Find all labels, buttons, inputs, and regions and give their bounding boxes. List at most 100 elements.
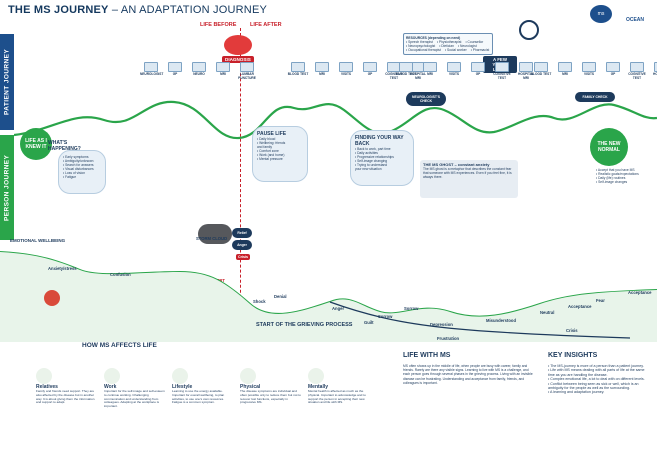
emotion-point: Sorrow [378, 314, 393, 319]
stage-item: GP [467, 62, 489, 80]
stage-icon [423, 62, 437, 72]
emotion-point: Depression [430, 322, 453, 327]
stage-item: GP [602, 62, 624, 80]
relatives-icon [36, 368, 52, 384]
stage-caption: GP [610, 72, 616, 76]
emotion-point: Shock [253, 299, 266, 304]
stage-icon [447, 62, 461, 72]
stage-item: MRI [554, 62, 576, 80]
stage-caption: COGNITIVE TEST [385, 72, 403, 80]
stage-caption: HOSPITAL MRI [410, 72, 426, 80]
emotion-point: Denial [274, 294, 287, 299]
lifestyle-icon [172, 368, 188, 384]
stage-group-3: BLOOD TEST MRI VISITS GP COGNITIVE TEST HOSPI… [395, 62, 537, 80]
stage-caption: GP [475, 72, 481, 76]
stage-icon [630, 62, 644, 72]
stage-caption: BLOOD TEST [395, 72, 417, 76]
stage-caption: VISITS [583, 72, 595, 76]
ms-logo: ms [590, 5, 612, 23]
emotion-point: Misunderstood [486, 318, 517, 323]
patient-journey-line [14, 100, 657, 140]
storm-cloud-label: STORM CLOUD [196, 236, 228, 241]
physical-icon [240, 368, 256, 384]
stage-icon [240, 62, 254, 72]
stage-caption: MRI [427, 72, 433, 76]
new-normal-list: • Accept that you have MS • Realistic go… [596, 168, 639, 184]
emotion-point: Acceptance [628, 290, 652, 295]
how-ms-affects-title: HOW MS AFFECTS LIFE [82, 342, 157, 349]
stage-icon [606, 62, 620, 72]
start-grieving-label: START OF THE GRIEVING PROCESS [256, 322, 353, 328]
new-normal-bubble: THE NEW NORMAL [590, 128, 628, 166]
physical-column: Physical The disease symptoms are indivi… [240, 368, 302, 405]
stage-icon [399, 62, 413, 72]
stage-icon [495, 62, 509, 72]
patient-journey-band: PATIENT JOURNEY [0, 34, 14, 130]
whats-happening-block: WHAT'S HAPPENING? [48, 140, 81, 152]
stage-item: GP [164, 62, 186, 80]
stage-item: VISITS [443, 62, 465, 80]
stage-icon [144, 62, 158, 72]
person-head [44, 290, 60, 306]
whats-happening-cloud: • Early symptoms • Ambiguity/unknown • S… [58, 150, 106, 194]
life-with-ms-text: MS often shows up in the middle of life,… [403, 364, 533, 385]
person-journey-band: PERSON JOURNEY [0, 135, 14, 240]
stage-caption: COGNITIVE TEST [493, 72, 511, 80]
mental-icon [308, 368, 324, 384]
emotion-point: Guilt [364, 320, 374, 325]
stage-caption: COGNITIVE TEST [628, 72, 646, 80]
ocean-logo: OCEAN [625, 17, 645, 23]
stage-item: HOSPITAL MRI [650, 62, 657, 80]
diagnosis-label: DIAGNOSIS [222, 56, 254, 63]
stage-caption: NEURO [193, 72, 205, 76]
stage-item: BLOOD TEST [287, 62, 309, 80]
emotion-point: Neutral [540, 310, 555, 315]
emotional-wellbeing-curve [0, 251, 657, 342]
stage-caption: LUMBAR PUNCTURE [238, 72, 256, 80]
relatives-column: Relatives Family and friends need suppor… [36, 368, 98, 405]
stage-item: MRI [311, 62, 333, 80]
stage-item: GP [359, 62, 381, 80]
life-after-label: LIFE AFTER [250, 22, 282, 28]
stage-group-4: BLOOD TEST MRI VISITS GP COGNITIVE TEST HOSPI… [530, 62, 657, 80]
stage-icon [471, 62, 485, 72]
life-as-known-bubble: LIFE AS I KNEW IT [20, 128, 52, 160]
stage-caption: NEUROLOGIST [140, 72, 164, 76]
stage-caption: BLOOD TEST [530, 72, 552, 76]
stage-item: BLOOD TEST [395, 62, 417, 80]
stage-item: MRI [212, 62, 234, 80]
stage-icon [216, 62, 230, 72]
storm-cloud-icon [198, 224, 232, 244]
stage-item: COGNITIVE TEST [626, 62, 648, 80]
stage-caption: VISITS [448, 72, 460, 76]
stage-icon [534, 62, 548, 72]
relief-badge: Relief [232, 228, 252, 238]
family-check-badge: FAMILY CHECK [575, 92, 615, 102]
brain-icon [224, 35, 252, 55]
emotion-point: Anxiety/stress [48, 266, 77, 271]
key-insights-list: • The MS-journey is more of a person tha… [548, 364, 645, 395]
stage-item: HOSPITAL MRI [515, 62, 537, 80]
emotion-point: Crisis [566, 328, 578, 333]
mentally-column: Mentally Mental health is affected as mu… [308, 368, 372, 405]
anger-badge: Anger [232, 240, 252, 250]
stage-caption: HOSPITAL MRI [518, 72, 534, 80]
resources-legend: RESOURCES (depending on need) • Speech t… [403, 33, 493, 55]
key-insights-title: KEY INSIGHTS [548, 352, 598, 359]
stage-caption: MRI [562, 72, 568, 76]
stage-caption: MRI [319, 72, 325, 76]
stage-icon [582, 62, 596, 72]
stage-icon [363, 62, 377, 72]
emotional-wellbeing-label: EMOTIONAL WELLBEING [10, 238, 66, 243]
stage-icon [192, 62, 206, 72]
stage-icon [339, 62, 353, 72]
stage-item: NEUROLOGIST [140, 62, 164, 80]
emotion-point: Frustration [437, 336, 460, 341]
stage-caption: MRI [220, 72, 226, 76]
life-with-ms-title: LIFE WITH MS [403, 352, 451, 359]
stage-item: VISITS [335, 62, 357, 80]
emotion-point: Confusion [110, 272, 131, 277]
stage-item: VISITS [578, 62, 600, 80]
finding-way-cloud: FINDING YOUR WAY BACK • Back to work, pa… [350, 130, 414, 186]
lifestyle-column: Lifestyle Learning to use the energy ava… [172, 368, 234, 405]
